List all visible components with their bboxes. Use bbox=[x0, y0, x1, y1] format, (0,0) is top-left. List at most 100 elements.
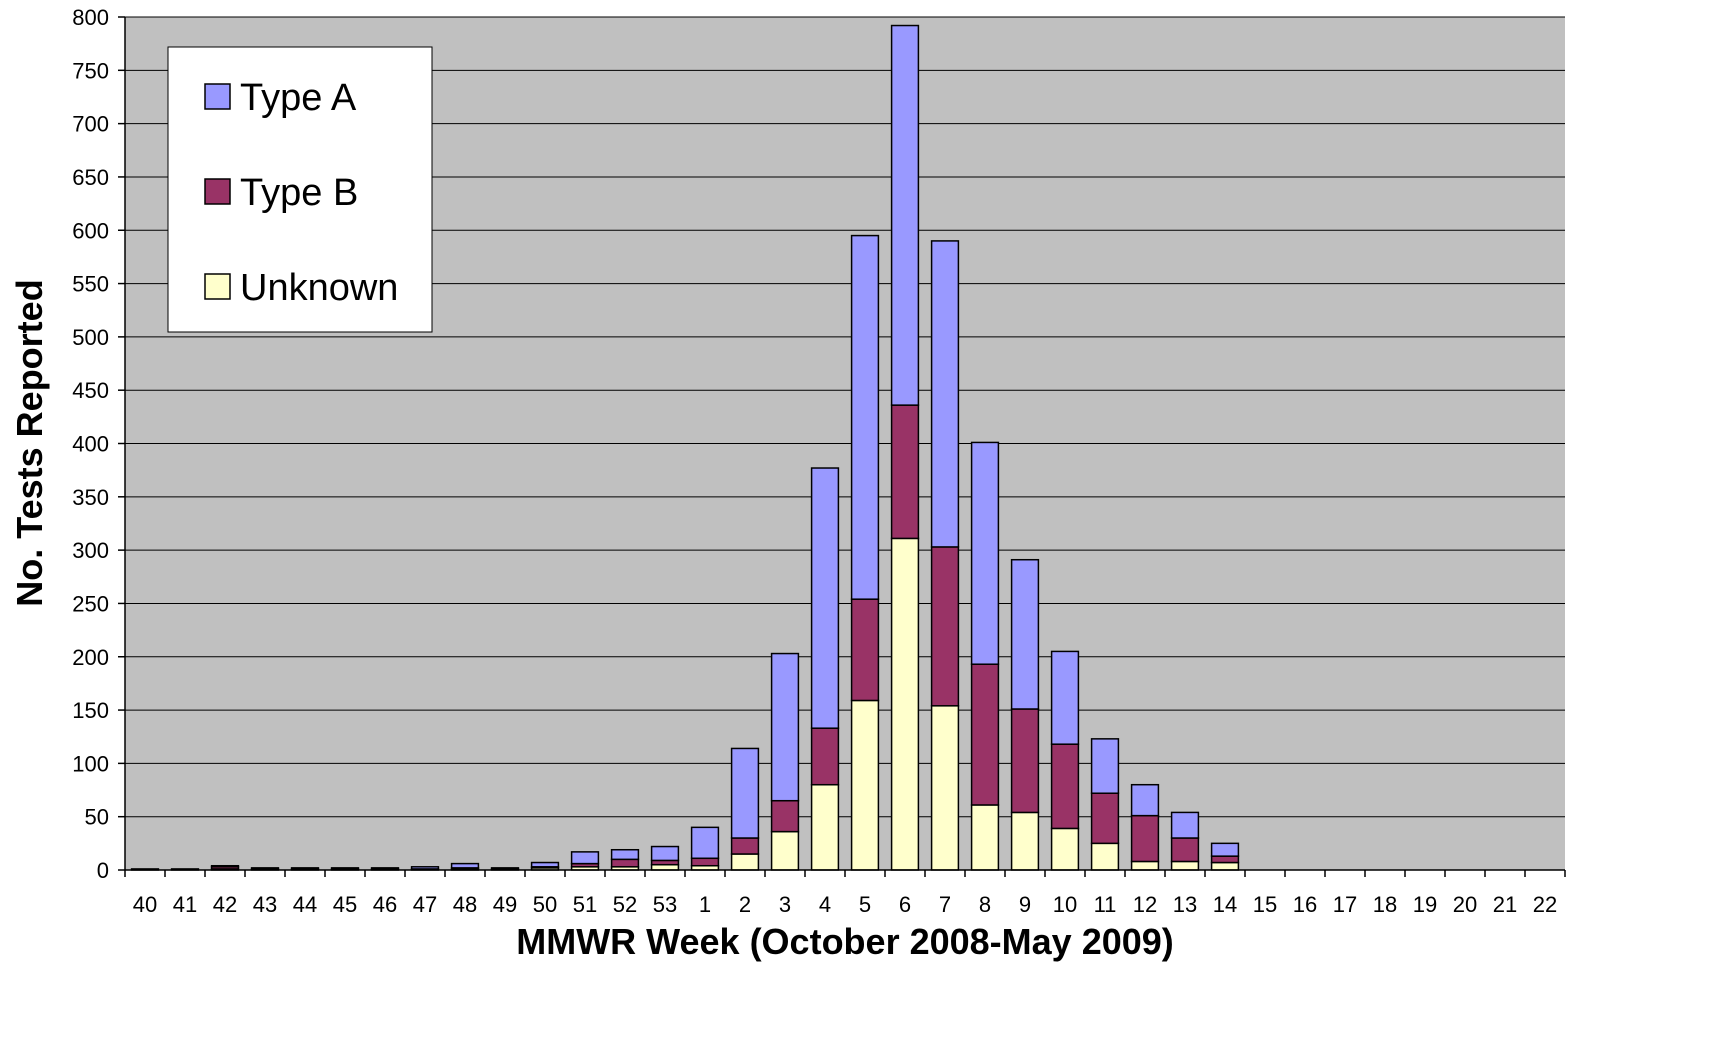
y-axis-ticks: 0 50 100 150 200 250 300 350 400 450 500 550 600 650 7… bbox=[72, 5, 125, 883]
x-tick-label: 22 bbox=[1533, 892, 1557, 917]
x-tick-label: 43 bbox=[253, 892, 277, 917]
bar-segment-type-a bbox=[730, 747, 760, 839]
x-tick-label: 15 bbox=[1253, 892, 1277, 917]
y-tick-label: 800 bbox=[72, 5, 109, 30]
y-tick-label: 400 bbox=[72, 432, 109, 457]
x-tick-label: 16 bbox=[1293, 892, 1317, 917]
y-tick-label: 250 bbox=[72, 591, 109, 616]
y-tick-label: 50 bbox=[85, 805, 109, 830]
bar-segment-type-b bbox=[810, 727, 840, 786]
x-tick-label: 10 bbox=[1053, 892, 1077, 917]
x-tick-label: 40 bbox=[133, 892, 157, 917]
bar-segment-type-b bbox=[1090, 792, 1120, 845]
legend: Type A Type B Unknown bbox=[167, 46, 433, 333]
bar-segment-type-a bbox=[490, 867, 520, 870]
y-tick-label: 650 bbox=[72, 165, 109, 190]
x-tick-label: 50 bbox=[533, 892, 557, 917]
bar-segment-unknown bbox=[650, 863, 680, 871]
bar-segment-unknown bbox=[1130, 860, 1160, 871]
x-tick-label: 4 bbox=[819, 892, 831, 917]
x-tick-label: 3 bbox=[779, 892, 791, 917]
x-tick-label: 42 bbox=[213, 892, 237, 917]
y-tick-label: 200 bbox=[72, 645, 109, 670]
bar-segment-type-b bbox=[610, 858, 640, 868]
bar-segment-unknown bbox=[730, 853, 760, 871]
bar-segment-unknown bbox=[1170, 860, 1200, 871]
bar-segment-unknown bbox=[810, 783, 840, 871]
bar-segment-type-a bbox=[610, 848, 640, 861]
legend-swatch-type-b bbox=[204, 178, 231, 205]
x-tick-label: 7 bbox=[939, 892, 951, 917]
bars bbox=[130, 24, 1240, 871]
x-tick-label: 44 bbox=[293, 892, 317, 917]
bar-segment-type-a bbox=[290, 867, 320, 870]
x-tick-label: 47 bbox=[413, 892, 437, 917]
legend-label-type-b: Type B bbox=[240, 172, 358, 214]
bar-segment-type-a bbox=[530, 861, 560, 868]
y-tick-label: 700 bbox=[72, 112, 109, 137]
bar-segment-type-b bbox=[930, 546, 960, 707]
x-tick-label: 11 bbox=[1094, 892, 1117, 917]
y-tick-label: 750 bbox=[72, 58, 109, 83]
bar-segment-type-a bbox=[690, 826, 720, 860]
y-axis-title: No. Tests Reported bbox=[9, 279, 50, 606]
bar-segment-type-a bbox=[370, 867, 400, 870]
y-tick-label: 0 bbox=[97, 858, 109, 883]
bar-segment-unknown bbox=[850, 699, 880, 871]
x-tick-label: 51 bbox=[573, 892, 597, 917]
x-tick-label: 21 bbox=[1493, 892, 1517, 917]
bar-segment-type-b bbox=[890, 404, 920, 540]
y-tick-label: 150 bbox=[72, 698, 109, 723]
bar-segment-type-a bbox=[1170, 811, 1200, 839]
bar-segment-unknown bbox=[890, 537, 920, 871]
gridlines bbox=[125, 16, 1565, 818]
bar-segment-type-b bbox=[730, 837, 760, 855]
bar-segment-type-a bbox=[650, 845, 680, 862]
bar-segment-type-a bbox=[930, 240, 960, 548]
bar-segment-unknown bbox=[1050, 827, 1080, 871]
bar-segment-type-b bbox=[1210, 855, 1240, 864]
x-tick-label: 53 bbox=[653, 892, 677, 917]
y-tick-label: 100 bbox=[72, 751, 109, 776]
bar-segment-unknown bbox=[1090, 842, 1120, 871]
x-tick-label: 46 bbox=[373, 892, 397, 917]
x-tick-label: 9 bbox=[1019, 892, 1031, 917]
x-axis-ticks: 40 41 42 43 44 45 46 47 48 49 50 51 52 53 1 2 3 4 5 6 7 8 9 10 1… bbox=[124, 870, 1566, 917]
x-tick-label: 20 bbox=[1453, 892, 1477, 917]
bar-segment-type-a bbox=[450, 862, 480, 869]
bar-segment-type-b bbox=[1170, 837, 1200, 863]
x-tick-label: 8 bbox=[979, 892, 991, 917]
bar-segment-type-a bbox=[1010, 558, 1040, 710]
bar-segment-unknown bbox=[930, 705, 960, 871]
bar-segment-type-a bbox=[410, 866, 440, 870]
x-tick-label: 14 bbox=[1213, 892, 1237, 917]
x-tick-label: 41 bbox=[173, 892, 197, 917]
x-tick-label: 52 bbox=[613, 892, 637, 917]
x-tick-label: 1 bbox=[699, 892, 711, 917]
legend-label-unknown: Unknown bbox=[240, 267, 398, 309]
bar-segment-type-a bbox=[1130, 783, 1160, 817]
bar-segment-type-b bbox=[1010, 708, 1040, 814]
bar-segment-type-a bbox=[970, 441, 1000, 665]
bar-segment-unknown bbox=[1210, 861, 1240, 871]
legend-swatch-unknown bbox=[204, 273, 231, 300]
y-tick-label: 600 bbox=[72, 218, 109, 243]
y-tick-label: 300 bbox=[72, 538, 109, 563]
x-tick-label: 17 bbox=[1333, 892, 1357, 917]
bar-segment-type-a bbox=[1210, 842, 1240, 857]
bar-segment-type-b bbox=[690, 857, 720, 867]
x-tick-label: 2 bbox=[739, 892, 751, 917]
bar-segment-type-a bbox=[810, 467, 840, 729]
x-axis-title: MMWR Week (October 2008-May 2009) bbox=[516, 921, 1174, 962]
legend-label-type-a: Type A bbox=[240, 77, 357, 119]
x-tick-label: 12 bbox=[1133, 892, 1157, 917]
y-tick-label: 550 bbox=[72, 272, 109, 297]
bar-segment-type-a bbox=[250, 867, 280, 870]
bar-segment-type-b bbox=[970, 663, 1000, 806]
bar-segment-type-b bbox=[850, 598, 880, 702]
bar-segment-type-a bbox=[1050, 650, 1080, 745]
x-tick-label: 6 bbox=[899, 892, 911, 917]
legend-swatch-type-a bbox=[204, 83, 231, 110]
